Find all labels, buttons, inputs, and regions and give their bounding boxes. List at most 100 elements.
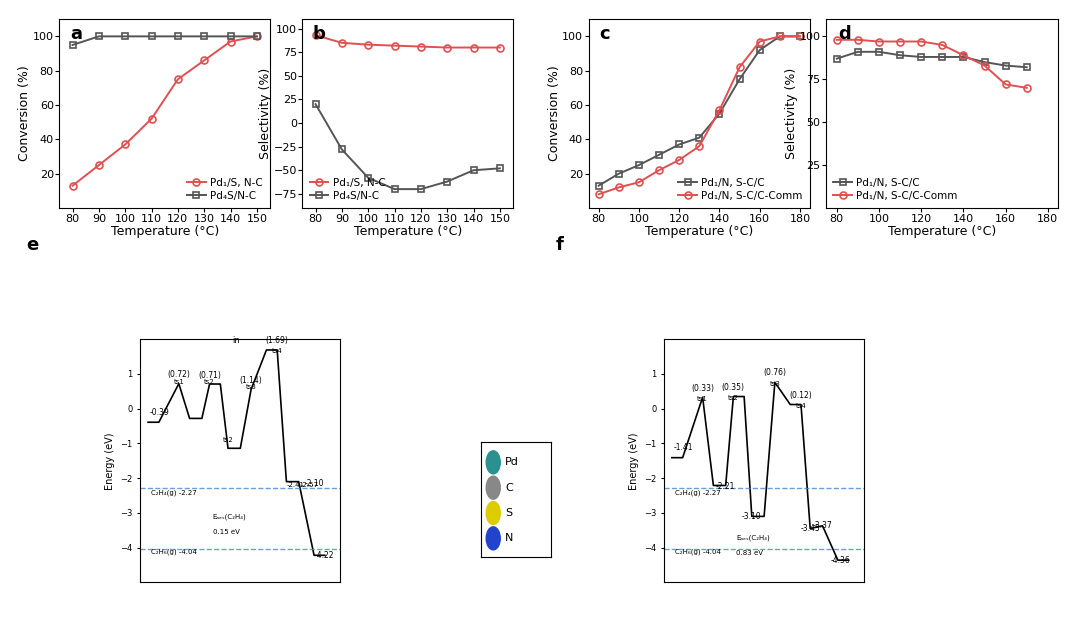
Legend: Pd₁/S, N-C, Pd₄S/N-C: Pd₁/S, N-C, Pd₄S/N-C [185,175,265,203]
Text: C₂H₆(g) -4.04: C₂H₆(g) -4.04 [675,548,720,555]
Text: d: d [838,25,851,43]
Pd₁/N, S-C/C [935,53,949,61]
Pd₁/N, S-C/C [1021,63,1034,71]
Pd₄S/N-C [494,164,507,172]
Pd₁/N, S-C/C-Comm [673,156,686,164]
Text: ts2: ts2 [222,437,233,444]
Pd₄S/N-C [66,41,79,49]
Text: ts2: ts2 [728,395,739,401]
Pd₁/N, S-C/C [693,134,706,141]
Pd₁/N, S-C/C-Comm [713,106,726,114]
Pd₁/S, N-C [198,56,211,64]
Pd₄S/N-C [198,33,211,40]
Pd₄S/N-C [172,33,185,40]
Text: 0.15 eV: 0.15 eV [213,529,240,536]
Text: a: a [70,25,82,43]
Legend: Pd₁/N, S-C/C, Pd₁/N, S-C/C-Comm: Pd₁/N, S-C/C, Pd₁/N, S-C/C-Comm [676,175,805,203]
Pd₁/N, S-C/C [873,48,886,56]
Pd₁/N, S-C/C [592,182,605,189]
Pd₁/N, S-C/C-Comm [1021,84,1034,92]
Text: -2.10: -2.10 [305,479,324,488]
Pd₁/N, S-C/C-Comm [794,33,807,40]
Pd₁/N, S-C/C-Comm [753,38,766,45]
Pd₁/N, S-C/C [915,53,928,61]
Y-axis label: Energy (eV): Energy (eV) [105,432,114,490]
Text: -2.21: -2.21 [716,483,735,492]
Pd₄S/N-C [145,33,158,40]
Pd₁/N, S-C/C [753,46,766,54]
Line: Pd₁/N, S-C/C-Comm: Pd₁/N, S-C/C-Comm [595,33,804,198]
Y-axis label: Conversion (%): Conversion (%) [548,66,561,161]
Pd₄S/N-C [93,33,106,40]
Pd₁/N, S-C/C-Comm [693,142,706,150]
Pd₄S/N-C [467,166,480,174]
Text: Eₐₑₛ(C₂H₄): Eₐₑₛ(C₂H₄) [213,513,246,520]
Pd₁/N, S-C/C-Comm [873,38,886,45]
Text: ts4: ts4 [796,403,807,410]
Pd₄S/N-C [251,33,264,40]
Text: -2.57: -2.57 [300,482,319,488]
Pd₄S/N-C [362,174,375,182]
Text: C₂H₆(g) -4.04: C₂H₆(g) -4.04 [151,548,197,555]
Text: 0.83 eV: 0.83 eV [737,550,764,556]
Pd₁/N, S-C/C [794,33,807,40]
Pd₁/N, S-C/C-Comm [773,33,786,40]
Text: Pd: Pd [505,458,519,467]
Line: Pd₁/N, S-C/C: Pd₁/N, S-C/C [834,49,1030,71]
Pd₁/N, S-C/C [773,33,786,40]
Pd₁/N, S-C/C [999,61,1012,69]
Pd₁/N, S-C/C-Comm [652,166,665,174]
Pd₁/N, S-C/C-Comm [592,191,605,198]
Pd₁/S, N-C [309,31,322,39]
Text: c: c [599,25,610,43]
Pd₁/N, S-C/C [893,51,906,59]
Pd₁/N, S-C/C-Comm [978,61,991,69]
Legend: Pd₁/N, S-C/C, Pd₁/N, S-C/C-Comm: Pd₁/N, S-C/C, Pd₁/N, S-C/C-Comm [832,175,960,203]
Pd₁/N, S-C/C [831,55,843,63]
Pd₄S/N-C [224,33,237,40]
X-axis label: Temperature (°C): Temperature (°C) [353,225,462,238]
Text: in: in [232,337,240,346]
Text: b: b [313,25,326,43]
Pd₄S/N-C [309,100,322,108]
Text: -1.41: -1.41 [674,443,693,452]
Pd₄S/N-C [441,178,454,186]
Pd₁/N, S-C/C [851,48,864,56]
Pd₁/N, S-C/C-Comm [999,81,1012,88]
Text: C₂H₄(g) -2.27: C₂H₄(g) -2.27 [675,489,720,495]
Pd₁/N, S-C/C [713,110,726,118]
Y-axis label: Selectivity (%): Selectivity (%) [785,68,798,159]
Line: Pd₄S/N-C: Pd₄S/N-C [312,100,503,193]
Pd₁/N, S-C/C-Comm [935,41,949,49]
Line: Pd₁/S, N-C: Pd₁/S, N-C [312,32,503,51]
Legend: Pd₁/S, N-C, Pd₄S/N-C: Pd₁/S, N-C, Pd₄S/N-C [308,175,388,203]
Pd₁/N, S-C/C-Comm [633,179,646,186]
Pd₄S/N-C [336,146,349,154]
Text: ts3: ts3 [769,381,780,387]
Pd₁/N, S-C/C-Comm [831,36,843,44]
X-axis label: Temperature (°C): Temperature (°C) [645,225,754,238]
Text: (0.71): (0.71) [198,371,221,380]
Circle shape [486,502,500,525]
Pd₄S/N-C [415,185,428,193]
Pd₁/N, S-C/C [673,141,686,148]
Pd₁/N, S-C/C-Comm [957,51,970,59]
Text: Eₐₑₛ(C₂H₄): Eₐₑₛ(C₂H₄) [737,534,770,541]
Pd₁/S, N-C [494,44,507,51]
Text: -4.36: -4.36 [832,556,851,564]
X-axis label: Temperature (°C): Temperature (°C) [888,225,997,238]
Text: (1.14): (1.14) [240,376,262,385]
Text: (0.12): (0.12) [789,391,812,400]
Pd₄S/N-C [119,33,132,40]
Text: ts2: ts2 [204,379,215,385]
Pd₁/N, S-C/C [612,170,625,177]
Pd₁/N, S-C/C-Comm [612,184,625,191]
Pd₁/N, S-C/C [957,53,970,61]
Text: (0.76): (0.76) [764,369,786,378]
Line: Pd₁/N, S-C/C: Pd₁/N, S-C/C [595,33,804,189]
Y-axis label: Energy (eV): Energy (eV) [629,432,638,490]
Text: (1.69): (1.69) [266,337,288,346]
Text: (0.35): (0.35) [721,383,745,392]
Pd₁/N, S-C/C-Comm [893,38,906,45]
Text: -3.10: -3.10 [742,512,761,521]
